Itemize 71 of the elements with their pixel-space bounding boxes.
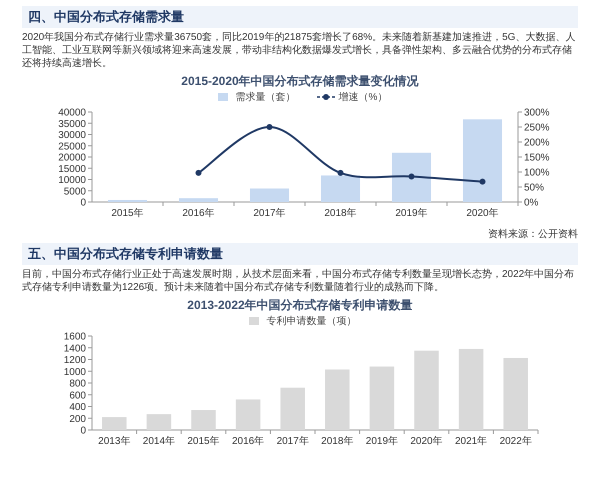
x-tick-label: 2020年 xyxy=(410,435,443,447)
bar xyxy=(458,348,484,430)
x-tick-label: 2019年 xyxy=(366,435,398,447)
y2-tick-label: 150% xyxy=(524,152,550,164)
y-tick-label: 1400 xyxy=(64,343,86,354)
x-tick-label: 2016年 xyxy=(232,435,264,447)
y-tick-label: 30000 xyxy=(58,130,86,141)
y-tick-label: 1200 xyxy=(64,355,86,366)
y-tick-label: 20000 xyxy=(58,152,86,164)
y2-tick-label: 0% xyxy=(524,198,539,208)
y2-tick-label: 50% xyxy=(524,182,544,194)
bar xyxy=(178,198,218,202)
y-tick-label: 0 xyxy=(80,426,86,436)
text: 资料来源：公开资料 xyxy=(487,228,578,241)
x-tick-label: 2022年 xyxy=(500,435,532,447)
bar xyxy=(392,152,432,202)
text: 目前，中国分布式存储行业正处于高速发展时期，从技术层面来看，中国分布式存储专利数量呈现增长态势，2022年中国分布式存储专利申请数量为1226项。预计未来随着中国分布式存储专利数量随着行业的成熟而下降。 xyxy=(22,268,576,294)
x-tick-label: 2014年 xyxy=(142,435,176,447)
bar xyxy=(146,414,172,430)
y2-tick-label: 100% xyxy=(524,168,550,178)
x-tick-label: 2017年 xyxy=(253,207,286,219)
bar xyxy=(325,369,350,430)
y-tick-label: 800 xyxy=(69,378,86,390)
y-tick-label: 600 xyxy=(69,390,86,402)
point xyxy=(266,124,272,130)
x-tick-label: 2019年 xyxy=(395,207,428,219)
bar xyxy=(414,350,439,430)
bar xyxy=(503,358,528,430)
x-tick-label: 2015年 xyxy=(187,435,220,447)
y-tick-label: 1000 xyxy=(64,366,86,378)
legend-label: 需求量（套） xyxy=(236,92,296,103)
point xyxy=(480,178,486,185)
bar xyxy=(280,388,305,430)
y-tick-label: 400 xyxy=(69,402,86,413)
text: 2020年我国分布式存储行业需求量36750套，同比2019年的21875套增长了68%。未来随着新基建加速推进，5G、大数据、人工智能、工业互联网等新兴领域将迎来高速发展，带动非结构化数据爆发式增长，具备弹性架构、多云融合优势的分布式存储还将持续高速增长。 xyxy=(22,31,576,70)
y-tick-label: 25000 xyxy=(58,141,86,152)
bar xyxy=(102,417,127,430)
x-tick-label: 2018年 xyxy=(324,207,357,219)
text: 五、中国分布式存储专利申请数量 xyxy=(22,243,578,265)
bar xyxy=(462,119,502,202)
x-tick-label: 2017年 xyxy=(276,435,309,447)
x-tick-label: 2013年 xyxy=(98,435,130,447)
x-tick-label: 2021年 xyxy=(454,435,488,447)
point xyxy=(338,170,344,176)
y-tick-label: 40000 xyxy=(58,108,86,118)
bar xyxy=(236,399,260,430)
chart-title: 2013-2022年中国分布式存储专利申请数量 xyxy=(186,297,414,314)
bar xyxy=(320,175,360,202)
bar xyxy=(191,410,216,430)
legend-label: 专利申请数量（项） xyxy=(266,316,356,327)
legend-label: 增速（%） xyxy=(338,92,388,103)
y-tick-label: 1600 xyxy=(64,332,86,342)
y2-tick-label: 300% xyxy=(524,108,550,118)
bar xyxy=(370,366,394,430)
y-tick-label: 5000 xyxy=(64,186,86,198)
bar xyxy=(250,188,290,202)
y-tick-label: 35000 xyxy=(58,118,86,130)
y-tick-label: 15000 xyxy=(58,164,86,175)
point xyxy=(196,170,202,176)
x-tick-label: 2016年 xyxy=(182,207,215,219)
y-tick-label: 0 xyxy=(80,198,86,208)
x-tick-label: 2018年 xyxy=(321,435,354,447)
y-tick-label: 200 xyxy=(69,414,86,425)
y2-tick-label: 200% xyxy=(524,138,550,148)
text: 四、中国分布式存储需求量 xyxy=(22,6,578,28)
y2-tick-label: 250% xyxy=(524,122,550,134)
chart-title: 2015-2020年中国分布式存储需求量变化情况 xyxy=(180,73,420,90)
x-tick-label: 2020年 xyxy=(466,207,499,219)
x-tick-label: 2015年 xyxy=(111,207,144,219)
point xyxy=(408,174,414,180)
y-tick-label: 10000 xyxy=(58,175,86,186)
